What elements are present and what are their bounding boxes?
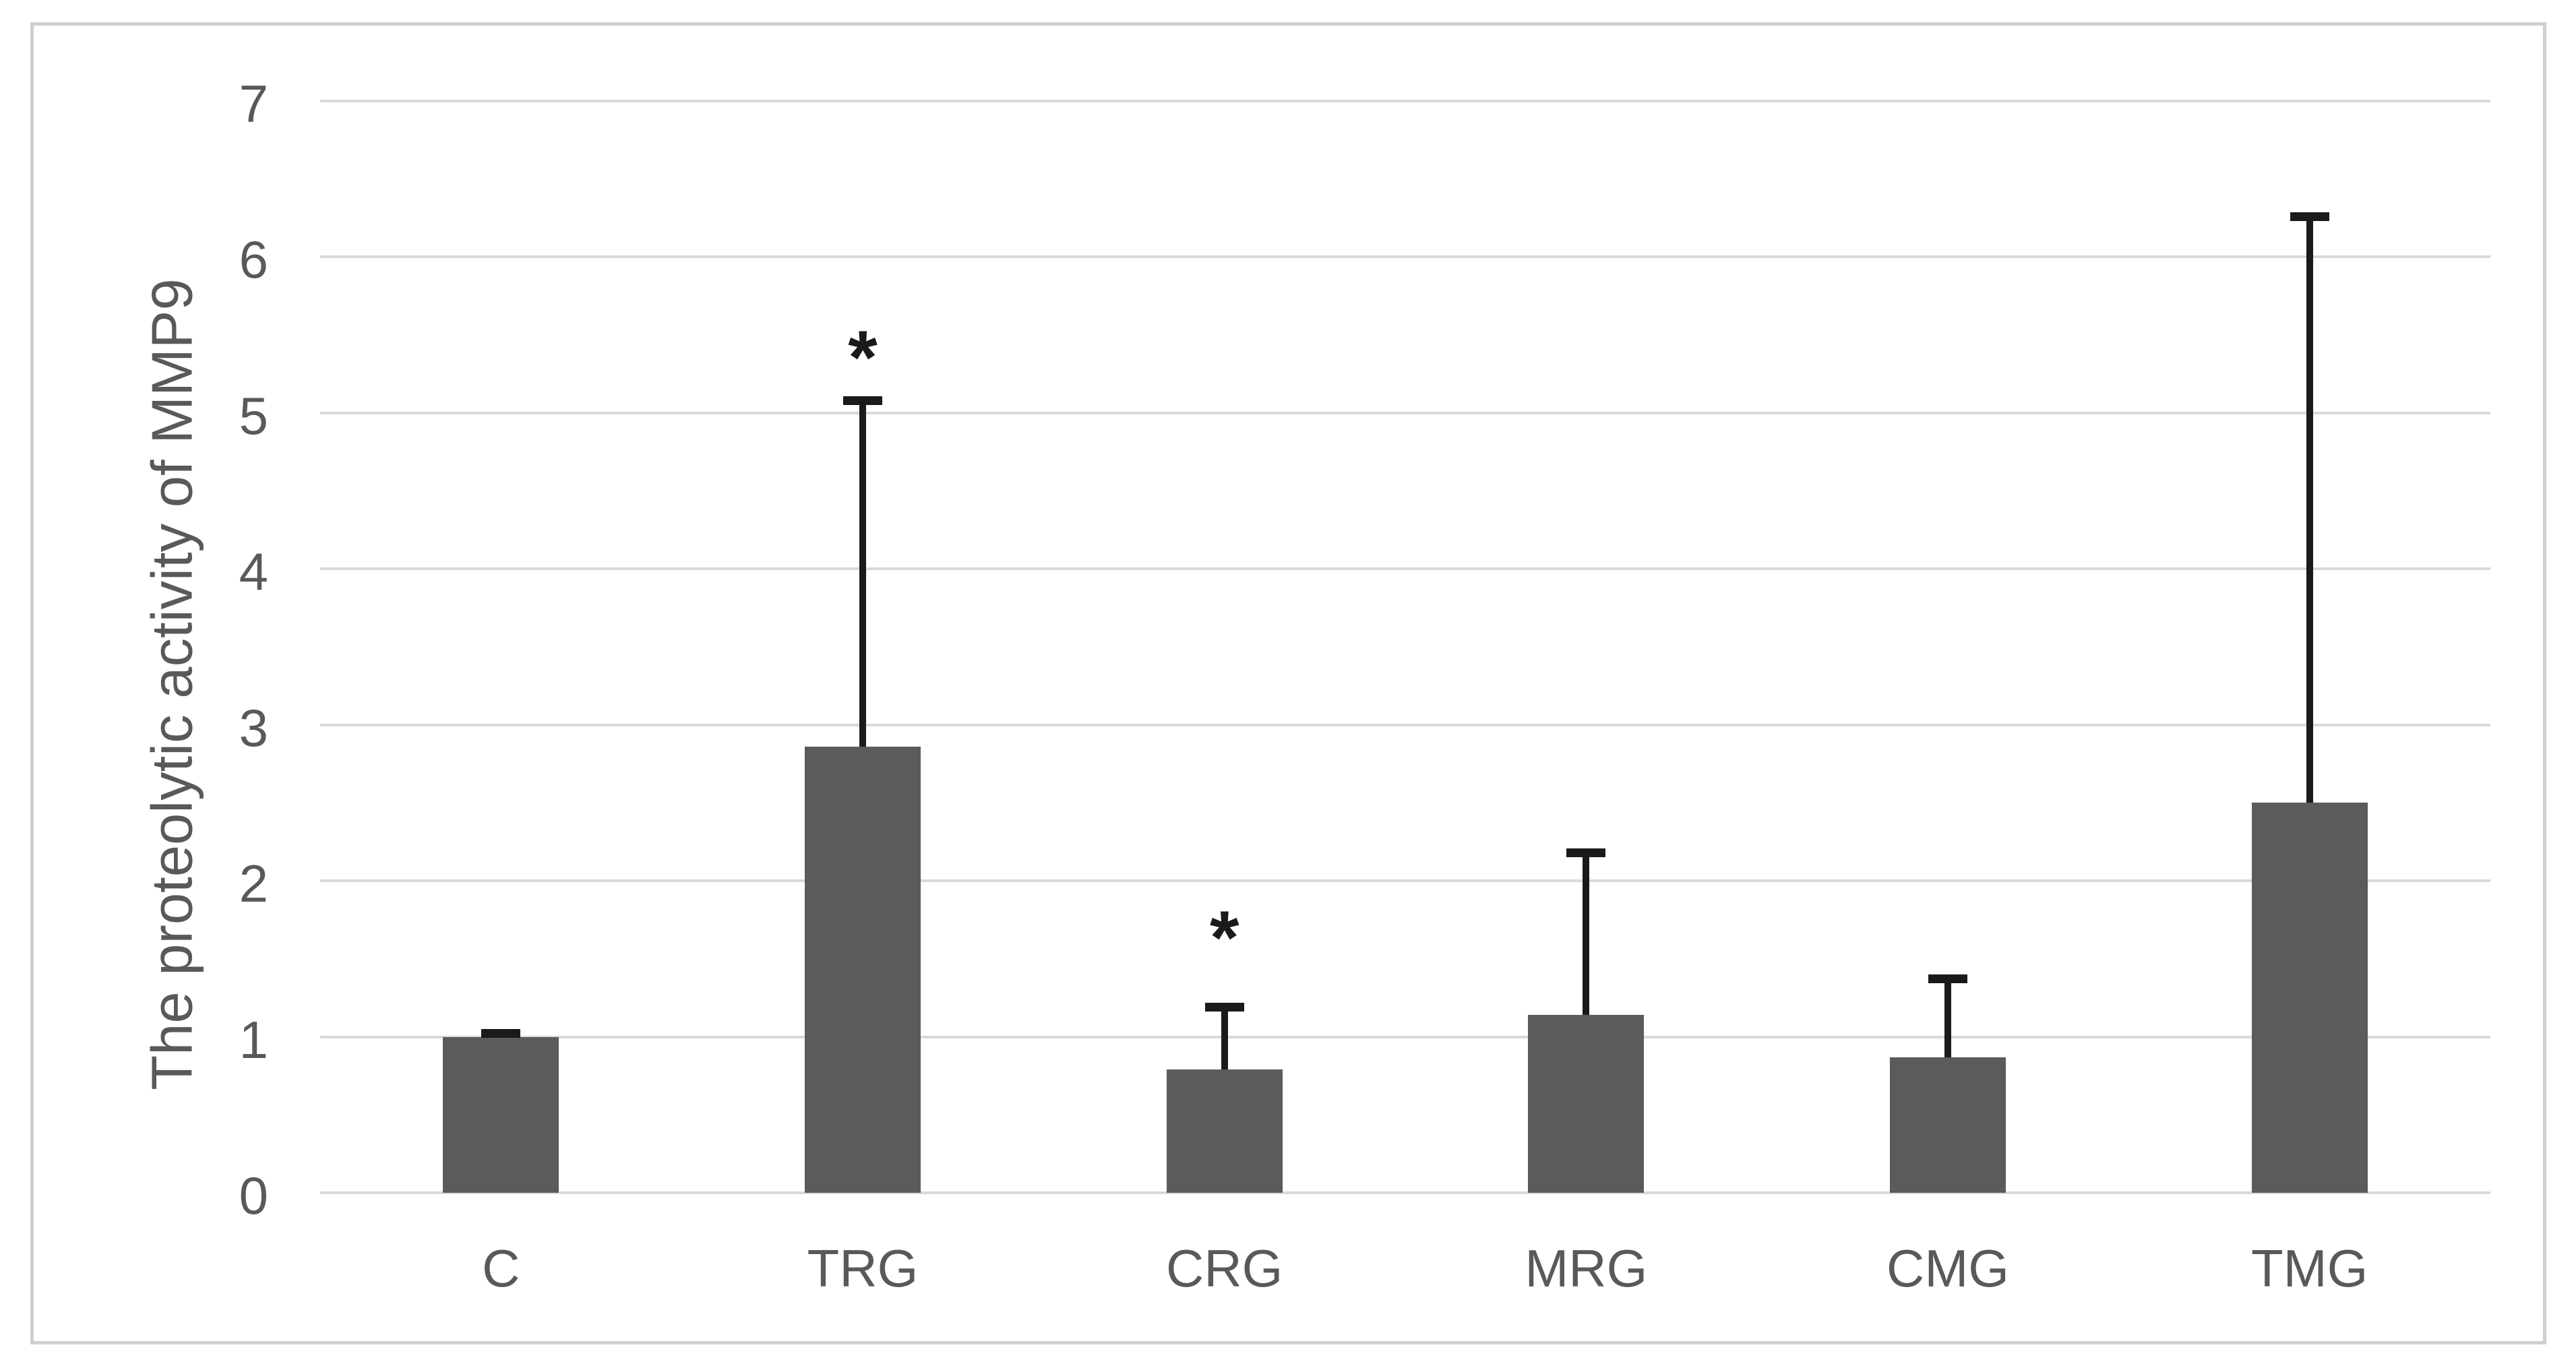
y-axis-tick-label: 3 <box>239 697 268 757</box>
y-axis-title: The proteolytic activity of MMP9 <box>140 278 205 1090</box>
error-bar-cap <box>1204 1003 1244 1012</box>
x-category-label: MRG <box>1525 1239 1648 1298</box>
gridline <box>320 723 2490 726</box>
bar-TMG <box>2251 803 2368 1193</box>
y-axis-tick-label: 7 <box>239 74 268 133</box>
gridline <box>320 567 2490 571</box>
bar-CRG <box>1166 1069 1283 1193</box>
error-bar-line <box>1583 852 1590 1016</box>
bar-MRG <box>1528 1015 1645 1193</box>
error-bar-line <box>1221 1007 1228 1070</box>
x-category-label: TRG <box>807 1239 919 1298</box>
gridline <box>320 100 2490 102</box>
error-bar-line <box>2306 216 2313 803</box>
gridline <box>320 1035 2490 1038</box>
y-axis-tick-label: 0 <box>239 1166 268 1225</box>
bar-CMG <box>1890 1057 2006 1193</box>
x-category-label: C <box>482 1239 520 1298</box>
significance-asterisk: * <box>848 315 878 400</box>
error-bar-cap <box>481 1029 521 1038</box>
gridline <box>320 411 2490 414</box>
y-axis-tick-label: 5 <box>239 385 268 445</box>
y-axis-tick-label: 4 <box>239 542 268 602</box>
gridline <box>320 879 2490 883</box>
x-category-label: CRG <box>1165 1239 1283 1298</box>
y-axis-tick-label: 6 <box>239 230 268 290</box>
error-bar-cap <box>1928 974 1967 984</box>
error-bar-line <box>859 400 866 747</box>
x-category-label: TMG <box>2251 1239 2368 1298</box>
error-bar-line <box>1944 978 1951 1057</box>
significance-asterisk: * <box>1209 896 1239 981</box>
gridline <box>320 255 2490 259</box>
y-axis-tick-label: 2 <box>239 854 268 914</box>
gridline <box>320 1191 2490 1194</box>
x-category-label: CMG <box>1887 1239 2009 1298</box>
y-axis-tick-label: 1 <box>239 1009 268 1069</box>
error-bar-cap <box>843 396 882 405</box>
bar-TRG <box>805 747 921 1193</box>
chart-border <box>30 22 2546 1344</box>
error-bar-cap <box>2290 212 2329 221</box>
error-bar-cap <box>1566 848 1606 857</box>
bar-C <box>443 1036 559 1193</box>
